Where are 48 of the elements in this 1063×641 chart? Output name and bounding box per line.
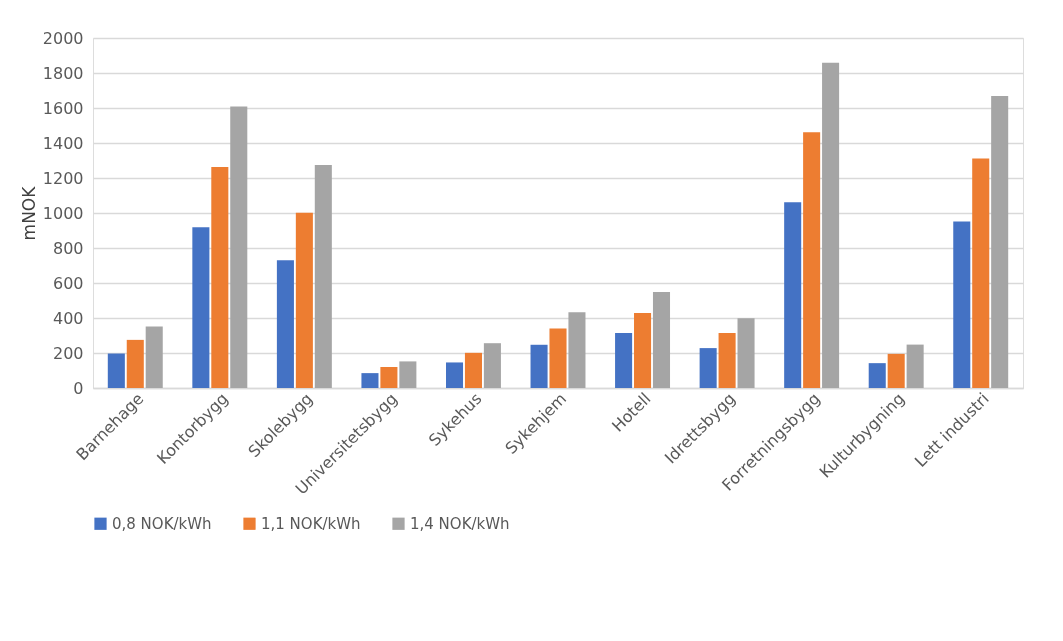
- bar: [211, 166, 229, 388]
- bar: [361, 373, 379, 388]
- bar: [803, 132, 821, 388]
- bar: [953, 221, 971, 388]
- y-tick-label: 400: [52, 308, 84, 328]
- bar: [784, 202, 802, 388]
- bar: [615, 332, 633, 388]
- bar: [972, 158, 990, 388]
- y-tick-label: 2000: [42, 28, 84, 48]
- legend-label: 1,4 NOK/kWh: [410, 514, 510, 533]
- bar: [445, 362, 464, 388]
- y-tick-label: 800: [52, 238, 84, 258]
- bar: [991, 95, 1009, 388]
- bar: [192, 227, 210, 388]
- bar: [652, 292, 671, 388]
- legend-label: 1,1 NOK/kWh: [261, 514, 361, 533]
- y-tick-label: 1000: [42, 203, 84, 223]
- bar: [145, 326, 163, 388]
- bar: [868, 363, 886, 388]
- y-tick-label: 1600: [42, 98, 84, 118]
- y-tick-label: 1400: [42, 133, 84, 153]
- bar: [568, 312, 586, 388]
- bar: [380, 367, 398, 388]
- y-axis-title: mNOK: [18, 185, 39, 241]
- bar: [887, 353, 905, 388]
- bar: [549, 328, 567, 388]
- bar: [314, 164, 332, 388]
- y-tick-label: 1800: [42, 63, 84, 83]
- bar: [822, 62, 840, 388]
- y-tick-label: 1200: [42, 168, 84, 188]
- bar: [718, 332, 736, 388]
- bar: [295, 212, 313, 388]
- bar: [483, 343, 501, 388]
- bar: [906, 344, 924, 388]
- bar: [399, 361, 417, 388]
- y-tick-label: 200: [52, 343, 84, 363]
- bar: [464, 352, 482, 388]
- bar: [126, 339, 144, 388]
- bar: [276, 260, 294, 388]
- bar: [230, 106, 248, 388]
- bar: [530, 344, 548, 388]
- y-tick-label: 0: [73, 378, 84, 398]
- bar: [699, 348, 717, 388]
- y-tick-label: 600: [52, 273, 84, 293]
- bar: [634, 312, 652, 388]
- bar: [107, 353, 125, 388]
- bar: [737, 318, 755, 388]
- legend-label: 0,8 NOK/kWh: [112, 514, 212, 533]
